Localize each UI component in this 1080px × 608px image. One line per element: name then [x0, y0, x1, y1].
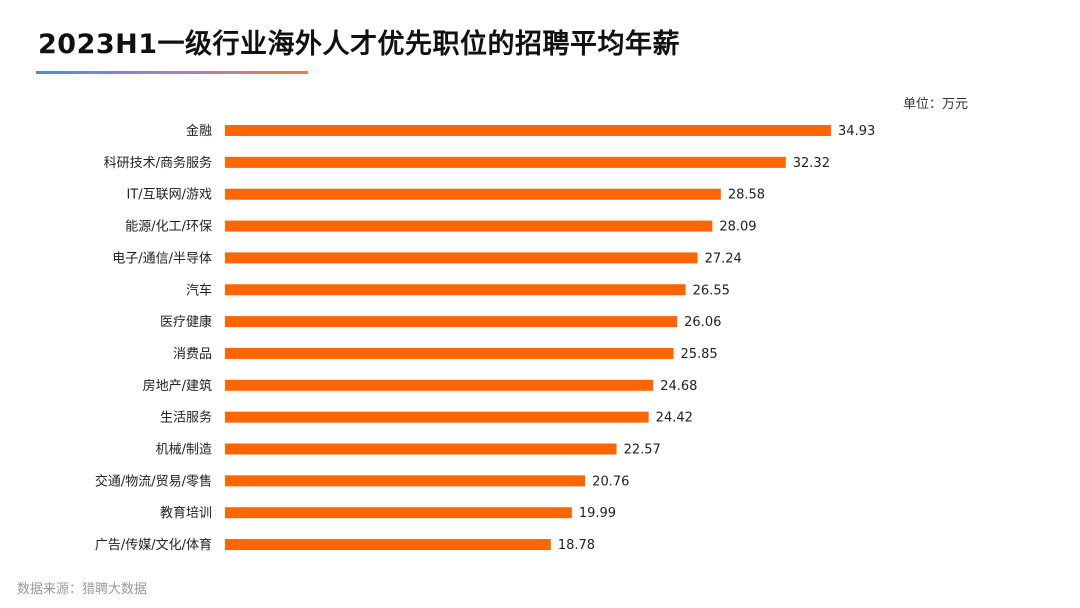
bar	[225, 220, 713, 232]
data-label: 24.42	[656, 411, 693, 426]
unit-label: 单位：万元	[902, 97, 968, 112]
data-label: 26.55	[693, 283, 730, 298]
title-underline	[36, 71, 308, 74]
data-label: 28.58	[728, 188, 765, 203]
category-label: 生活服务	[160, 410, 212, 426]
page-title: 2023H1一级行业海外人才优先职位的招聘平均年薪	[38, 29, 681, 60]
data-label: 19.99	[579, 506, 616, 521]
data-label: 26.06	[684, 315, 721, 330]
source-note: 数据来源：猎聘大数据	[17, 582, 148, 597]
data-label: 25.85	[680, 347, 717, 362]
category-label: 交通/物流/贸易/零售	[95, 473, 212, 489]
bar	[225, 475, 586, 487]
data-label: 22.57	[624, 443, 661, 458]
data-label: 20.76	[592, 474, 629, 489]
data-label: 34.93	[838, 124, 875, 139]
category-label: 金融	[186, 123, 212, 139]
data-label: 24.68	[660, 379, 697, 394]
category-label: 医疗健康	[160, 314, 212, 330]
bar	[225, 443, 617, 455]
bar	[225, 156, 786, 168]
bar	[225, 188, 721, 200]
bar	[225, 379, 654, 391]
category-label: 房地产/建筑	[143, 378, 212, 394]
category-label: 广告/传媒/文化/体育	[95, 537, 212, 553]
bar	[225, 507, 572, 519]
data-label: 27.24	[705, 251, 742, 266]
category-label: 能源/化工/环保	[125, 220, 212, 235]
category-label: 电子/通信/半导体	[112, 251, 212, 266]
bar	[225, 539, 551, 551]
bar	[225, 284, 686, 296]
data-label: 32.32	[793, 156, 830, 171]
bar	[225, 347, 674, 359]
data-label: 28.09	[719, 220, 756, 235]
bar	[225, 252, 698, 264]
bar	[225, 316, 678, 328]
data-label: 18.78	[558, 538, 595, 553]
bar	[225, 411, 649, 423]
category-label: IT/互联网/游戏	[126, 188, 212, 203]
category-label: 汽车	[186, 282, 212, 298]
bar	[225, 125, 832, 136]
category-label: 消费品	[173, 347, 212, 362]
category-label: 教育培训	[160, 505, 212, 521]
category-label: 机械/制造	[156, 443, 212, 458]
category-label: 科研技术/商务服务	[104, 155, 212, 171]
